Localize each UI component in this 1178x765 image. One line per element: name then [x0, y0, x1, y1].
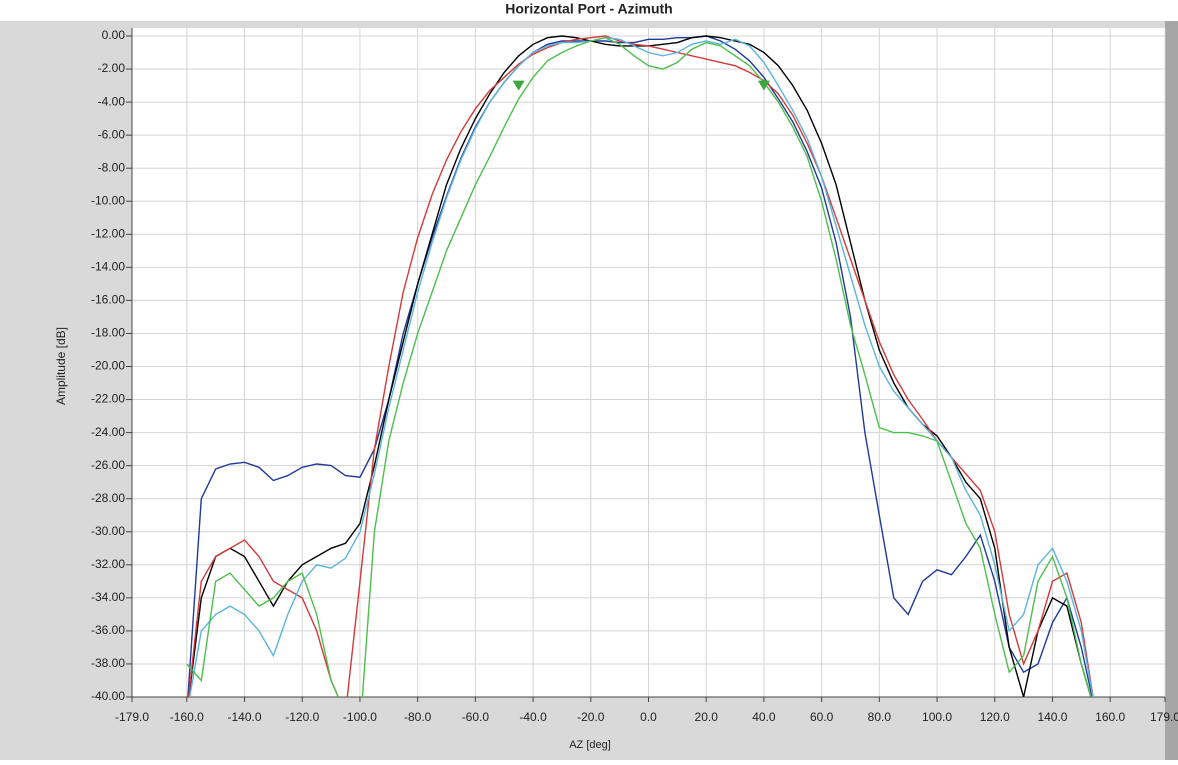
y-tick-label: -24.00 [91, 425, 125, 439]
marker [512, 80, 525, 91]
x-tick-label: -40.0 [519, 710, 547, 724]
x-tick-label: -140.0 [228, 710, 262, 724]
x-tick-label: 120.0 [980, 710, 1010, 724]
y-tick-label: -18.00 [91, 326, 125, 340]
x-tick-label: 140.0 [1037, 710, 1067, 724]
x-tick-label: 20.0 [695, 710, 719, 724]
x-tick-label: 60.0 [810, 710, 834, 724]
y-tick-label: -2.00 [98, 61, 126, 75]
panel-edge [1165, 21, 1178, 760]
y-tick-label: -10.00 [91, 193, 125, 207]
x-tick-label: -80.0 [404, 710, 432, 724]
x-tick-label: 100.0 [922, 710, 952, 724]
x-tick-label: 0.0 [640, 710, 657, 724]
y-tick-label: -14.00 [91, 260, 125, 274]
series-line [187, 35, 1093, 697]
y-tick-label: -28.00 [91, 491, 125, 505]
y-tick-label: -6.00 [98, 127, 126, 141]
y-tick-label: -30.00 [91, 524, 125, 538]
series-line [186, 36, 1092, 697]
chart-title: Horizontal Port - Azimuth [505, 1, 672, 17]
y-tick-label: -4.00 [98, 94, 126, 108]
y-tick-label: -12.00 [91, 226, 125, 240]
y-tick-label: -20.00 [91, 359, 125, 373]
y-tick-label: -34.00 [91, 590, 125, 604]
x-tick-label: 80.0 [868, 710, 892, 724]
y-tick-label: 0.00 [102, 28, 126, 42]
x-tick-label: 179.0 [1150, 710, 1178, 724]
y-tick-label: -26.00 [91, 458, 125, 472]
series-line [188, 36, 1094, 697]
x-tick-label: -60.0 [462, 710, 490, 724]
plot-lines [186, 35, 1094, 697]
x-tick-label: -120.0 [285, 710, 319, 724]
x-tick-label: -160.0 [170, 710, 204, 724]
y-tick-label: -40.00 [91, 689, 125, 703]
x-tick-label: -179.0 [115, 710, 149, 724]
x-tick-label: -100.0 [343, 710, 377, 724]
x-tick-label: -20.0 [577, 710, 605, 724]
y-tick-label: -8.00 [98, 160, 126, 174]
x-tick-label: 40.0 [752, 710, 776, 724]
marker [757, 80, 770, 91]
y-tick-label: -16.00 [91, 293, 125, 307]
x-axis-title: AZ [deg] [569, 739, 611, 751]
y-axis-title: Amplitude [dB] [54, 327, 68, 405]
y-tick-label: -22.00 [91, 392, 125, 406]
x-tick-label: 160.0 [1095, 710, 1125, 724]
y-tick-label: -36.00 [91, 623, 125, 637]
y-tick-label: -38.00 [91, 656, 125, 670]
y-tick-label: -32.00 [91, 557, 125, 571]
series-line [188, 35, 1092, 697]
